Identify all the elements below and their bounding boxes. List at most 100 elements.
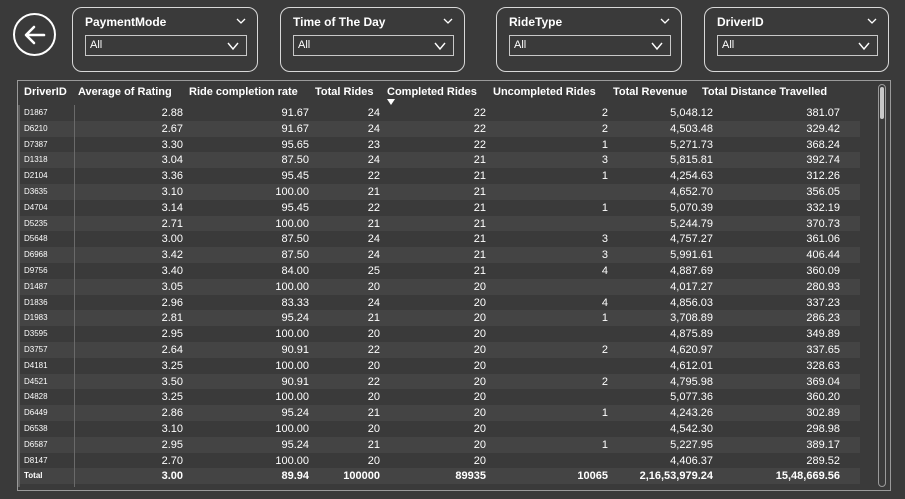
chevron-down-icon[interactable] (235, 15, 247, 27)
table-row[interactable]: D3757 2.64 90.91 22 20 2 4,620.97 337.65 (18, 342, 860, 358)
table-row[interactable]: D4828 3.25 100.00 20 20 5,077.36 360.20 (18, 389, 860, 405)
col-header-uncompleted-rides[interactable]: Uncompleted Rides (493, 86, 596, 98)
chevron-down-icon[interactable] (659, 15, 671, 27)
col-header-completion-rate[interactable]: Ride completion rate (189, 86, 298, 98)
table-row[interactable]: D1487 3.05 100.00 20 20 4,017.27 280.93 (18, 278, 860, 295)
table-row[interactable]: D3635 3.10 100.00 21 21 4,652.70 356.05 (18, 184, 860, 200)
table-cell: 100000 (343, 470, 380, 483)
table-row[interactable]: D4704 3.14 95.45 22 21 1 5,070.39 332.19 (18, 200, 860, 216)
table-cell: 3.04 (161, 154, 183, 167)
scrollbar-thumb[interactable] (880, 87, 884, 119)
table-cell: 91.67 (281, 107, 309, 119)
col-header-completed-rides[interactable]: Completed Rides (387, 86, 477, 98)
table-cell: 2.96 (161, 296, 183, 309)
time-of-day-dropdown[interactable]: All (293, 35, 454, 56)
table-cell: 406.44 (806, 249, 840, 262)
table-cell: 21 (473, 201, 486, 214)
table-cell: 100.00 (275, 391, 309, 404)
table-cell: 20 (367, 423, 380, 435)
table-row[interactable]: D1983 2.81 95.24 21 20 1 3,708.89 286.23 (18, 310, 860, 327)
cell-driver-id: D4828 (24, 392, 48, 402)
table-row[interactable]: D1318 3.04 87.50 24 21 3 5,815.81 392.74 (18, 152, 860, 169)
table-cell: 20 (367, 359, 380, 372)
table-cell: 4,503.48 (670, 122, 713, 135)
table-cell: 4,406.37 (670, 454, 713, 467)
table-row[interactable]: D6587 2.95 95.24 21 20 1 5,227.95 389.17 (18, 436, 860, 453)
table-row[interactable]: D6449 2.86 95.24 21 20 1 4,243.26 302.89 (18, 405, 860, 421)
table-cell: 21 (473, 186, 486, 198)
table-row[interactable]: D4521 3.50 90.91 22 20 2 4,795.98 369.04 (18, 373, 860, 390)
table-cell: 392.74 (806, 154, 840, 167)
cell-driver-id: D5648 (24, 234, 48, 244)
col-header-total-revenue[interactable]: Total Revenue (613, 86, 688, 98)
cell-driver-id: D9756 (24, 266, 48, 275)
table-cell: 22 (473, 138, 486, 151)
table-cell: 1 (601, 170, 608, 183)
table-cell: 2.67 (161, 122, 183, 135)
cell-driver-id: D4181 (24, 360, 48, 370)
table-cell: 4 (601, 296, 608, 309)
cell-driver-id: D4521 (24, 376, 48, 386)
table-cell: 3 (601, 154, 608, 167)
table-cell: 5,070.39 (670, 201, 713, 214)
table-row[interactable]: D1836 2.96 83.33 24 20 4 4,856.03 337.23 (18, 295, 860, 311)
dropdown-value: All (90, 39, 103, 51)
cell-driver-id: D1318 (24, 155, 48, 165)
table-cell: 3,708.89 (670, 312, 713, 325)
table-cell: 5,815.81 (670, 154, 713, 167)
table-row[interactable]: D6210 2.67 91.67 24 22 2 4,503.48 329.42 (18, 120, 860, 137)
chevron-down-icon[interactable] (442, 15, 454, 27)
table-cell: 1 (601, 438, 608, 451)
table-cell: 1 (601, 407, 608, 420)
chevron-down-icon[interactable] (866, 15, 878, 27)
table-row[interactable]: D5235 2.71 100.00 21 21 5,244.79 370.73 (18, 215, 860, 232)
cell-driver-id: D3635 (24, 187, 48, 196)
table-row[interactable]: D6968 3.42 87.50 24 21 3 5,991.61 406.44 (18, 247, 860, 263)
total-row[interactable]: Total 3.00 89.94 100000 89935 10065 2,16,53,97… (18, 468, 860, 485)
table-cell: 3 (601, 233, 608, 246)
table-cell: 2.86 (161, 407, 183, 420)
table-row[interactable]: D6538 3.10 100.00 20 20 4,542.30 298.98 (18, 421, 860, 437)
slicer-title: Time of The Day (293, 15, 386, 29)
table-cell: 4,856.03 (670, 296, 713, 309)
table-cell: 2.95 (161, 328, 183, 341)
table-cell: 22 (473, 122, 486, 135)
table-cell: 389.17 (806, 438, 840, 451)
table-cell: 3.05 (161, 280, 183, 293)
table-cell: 2 (601, 122, 608, 135)
table-cell: 20 (367, 391, 380, 404)
slicer-ride-type: RideType All (496, 7, 682, 72)
total-label: Total (24, 471, 43, 481)
table-row[interactable]: D9756 3.40 84.00 25 21 4 4,887.69 360.09 (18, 263, 860, 279)
table-row[interactable]: D3595 2.95 100.00 20 20 4,875.89 349.89 (18, 326, 860, 342)
table-cell: 368.24 (806, 138, 840, 151)
table-row[interactable]: D1867 2.88 91.67 24 22 2 5,048.12 381.07 (18, 105, 860, 121)
col-header-driver-id[interactable]: DriverID (24, 86, 67, 98)
ride-type-dropdown[interactable]: All (509, 35, 671, 56)
table-row[interactable]: D2104 3.36 95.45 22 21 1 4,254.63 312.26 (18, 168, 860, 184)
col-header-total-rides[interactable]: Total Rides (315, 86, 374, 98)
col-header-avg-rating[interactable]: Average of Rating (78, 86, 172, 98)
table-row[interactable]: D5648 3.00 87.50 24 21 3 4,757.27 361.06 (18, 231, 860, 247)
table-cell: 95.45 (281, 201, 309, 214)
table-row[interactable]: D8147 2.70 100.00 20 20 4,406.37 289.52 (18, 453, 860, 469)
back-button[interactable] (13, 13, 56, 56)
payment-mode-dropdown[interactable]: All (85, 35, 247, 56)
table-cell: 95.24 (281, 438, 309, 451)
cell-driver-id: D6210 (24, 123, 48, 133)
driver-id-dropdown[interactable]: All (717, 35, 878, 56)
table-cell: 3.10 (161, 186, 183, 198)
cell-driver-id: D6538 (24, 424, 48, 433)
table-cell: 20 (367, 328, 380, 341)
col-header-total-distance[interactable]: Total Distance Travelled (702, 86, 828, 98)
table-cell: 4,243.26 (670, 407, 713, 420)
table-cell: 95.45 (281, 170, 309, 183)
cell-driver-id: D2104 (24, 171, 48, 181)
table-cell: 20 (473, 280, 486, 293)
table-cell: 25 (367, 265, 380, 277)
table-row[interactable]: D4181 3.25 100.00 20 20 4,612.01 328.63 (18, 358, 860, 374)
vertical-scrollbar[interactable] (878, 84, 886, 487)
table-cell: 312.26 (806, 170, 840, 183)
table-cell: 23 (367, 138, 380, 151)
table-row[interactable]: D7387 3.30 95.65 23 22 1 5,271.73 368.24 (18, 137, 860, 153)
